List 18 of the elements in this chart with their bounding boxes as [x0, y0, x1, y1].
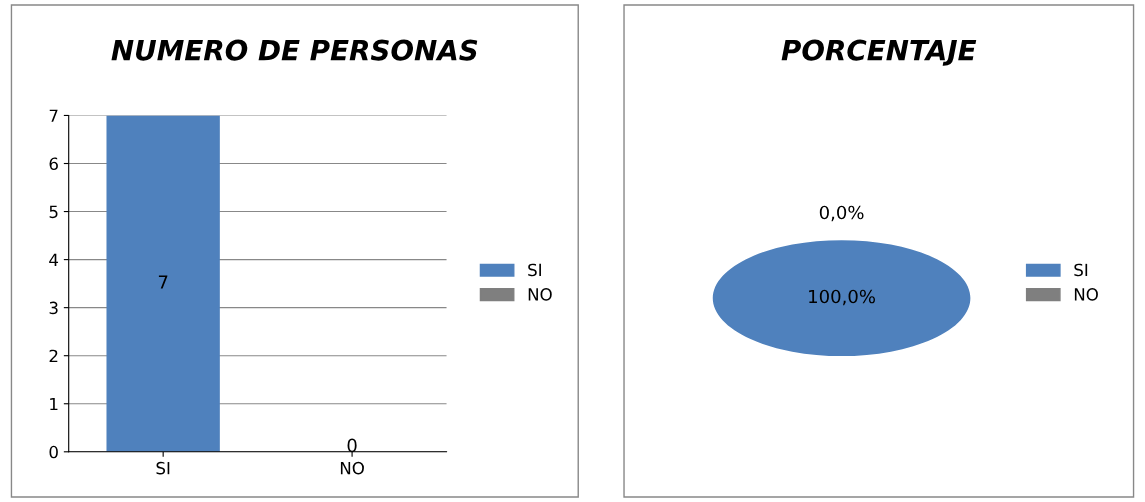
y-tick-label: 5 [49, 205, 58, 219]
legend-label: NO [528, 288, 552, 301]
data-label: 100,0% [809, 289, 875, 306]
chart-title: NUMERO DE PERSONAS [111, 39, 478, 61]
legend-label: NO [1074, 288, 1098, 301]
y-tick-label: 6 [49, 157, 58, 171]
y-tick-label: 4 [49, 253, 59, 266]
y-tick-label: 7 [49, 109, 58, 122]
text: 0,0% [819, 205, 864, 222]
legend-label: SI [528, 263, 541, 277]
chart-title: PORCENTAJE [781, 39, 977, 66]
data-label: 0 [347, 438, 357, 453]
y-tick-label: 0 [49, 445, 58, 459]
data-label: 7 [158, 275, 168, 289]
y-tick-label: 1 [50, 397, 58, 411]
y-tick-label: 3 [49, 301, 58, 315]
legend-label: SI [1074, 263, 1088, 277]
y-tick-label: 2 [49, 349, 58, 363]
